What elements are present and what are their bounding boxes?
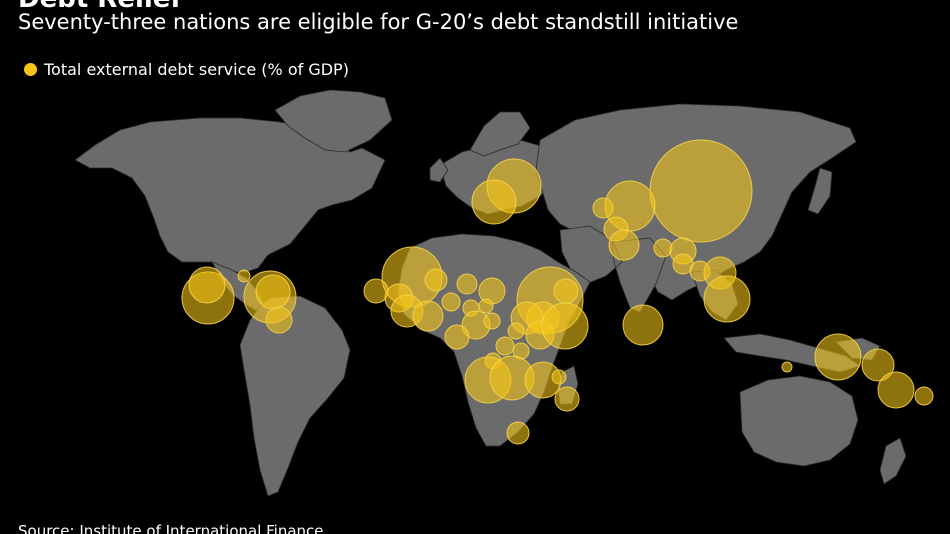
debt-bubble — [649, 139, 753, 243]
debt-bubble — [553, 278, 579, 304]
debt-bubble — [456, 273, 478, 295]
debt-bubble — [471, 179, 517, 225]
chart-subtitle: Seventy-three nations are eligible for G… — [18, 10, 739, 34]
debt-bubble — [781, 361, 793, 373]
debt-bubble — [622, 304, 664, 346]
debt-bubble — [861, 348, 895, 382]
south-america-landmass — [239, 295, 351, 497]
debt-bubble — [483, 312, 501, 330]
debt-bubble — [255, 274, 291, 310]
debt-bubble — [653, 238, 673, 258]
debt-bubble — [506, 421, 530, 445]
debt-bubble — [592, 197, 614, 219]
debt-bubble — [814, 333, 862, 381]
debt-bubble — [188, 266, 226, 304]
chart-title: Debt Relief — [18, 0, 182, 14]
greenland-landmass — [274, 89, 393, 153]
debt-bubble — [441, 292, 461, 312]
debt-bubbles — [181, 139, 934, 445]
debt-bubble — [554, 386, 580, 412]
debt-bubble — [444, 324, 470, 350]
legend-marker — [24, 62, 37, 76]
debt-bubble — [877, 371, 915, 409]
debt-bubble — [914, 386, 934, 406]
debt-bubble — [703, 275, 751, 323]
debt-bubble — [363, 278, 389, 304]
north-america-landmass — [74, 117, 386, 273]
british-isles-landmass — [429, 157, 449, 183]
debt-bubble — [237, 269, 251, 283]
debt-bubble — [541, 302, 589, 350]
debt-bubble — [507, 322, 525, 340]
source-note: Source: Institute of International Finan… — [18, 522, 324, 534]
debt-bubble — [495, 336, 515, 356]
scandinavia-landmass — [469, 111, 531, 157]
japan-landmass — [807, 167, 833, 215]
debt-bubble — [265, 306, 293, 334]
debt-bubble — [412, 300, 444, 332]
legend-label: Total external debt service (% of GDP) — [44, 59, 349, 79]
debt-bubble — [478, 298, 494, 314]
new-zealand-landmass — [879, 437, 907, 485]
debt-bubble — [551, 369, 567, 385]
australia-landmass — [739, 375, 859, 467]
legend: Total external debt service (% of GDP) — [24, 58, 349, 80]
debt-bubble — [608, 229, 640, 261]
debt-bubble — [424, 268, 448, 292]
